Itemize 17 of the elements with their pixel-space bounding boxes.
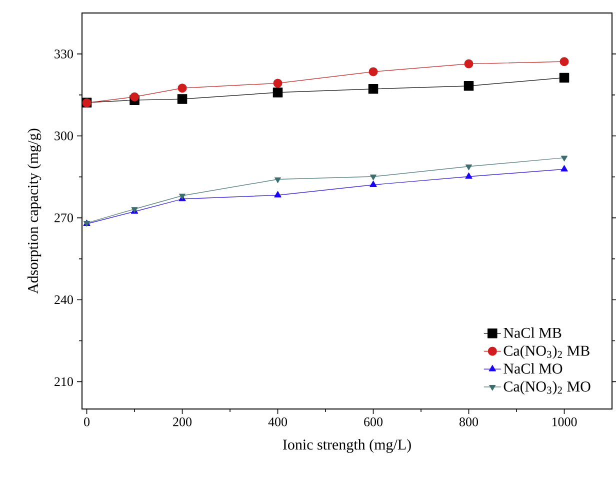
x-tick-label: 600 — [364, 418, 383, 426]
legend-label: NaCl MO — [504, 363, 562, 374]
legend-label: Ca(NO$_{3}$)$_{2}$ MO — [504, 381, 590, 395]
legend-label: Ca(NO$_{3}$)$_{2}$ MB — [504, 345, 590, 359]
y-tick-label: 270 — [54, 213, 73, 222]
x-tick-label: 200 — [173, 418, 192, 426]
y-tick-label: 330 — [54, 50, 73, 58]
y-tick-label: 210 — [54, 377, 73, 386]
x-tick-label: 400 — [268, 418, 288, 426]
y-tick-label: 240 — [54, 295, 73, 304]
y-axis-title: Adsorption capacity (mg/g) — [27, 128, 42, 294]
y-tick-label: 300 — [54, 132, 73, 140]
x-axis-title: Ionic strength (mg/L) — [282, 439, 411, 453]
x-tick-label: 0 — [84, 418, 90, 426]
legend-label: NaCl MB — [504, 327, 562, 338]
x-tick-label: 800 — [460, 418, 478, 426]
x-tick-label: 1000 — [552, 418, 577, 426]
